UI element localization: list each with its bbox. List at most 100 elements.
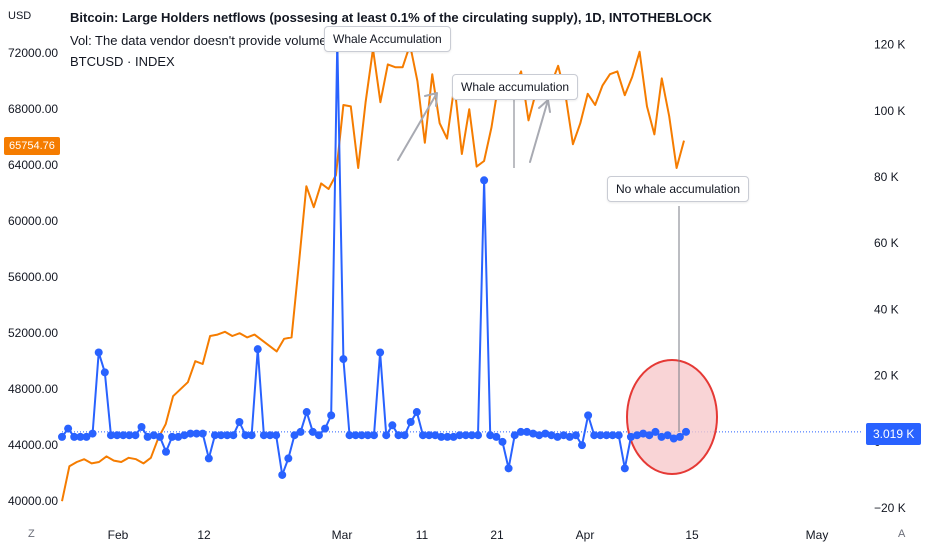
netflow-point xyxy=(284,454,293,463)
right-tick-label: 60 K xyxy=(874,236,899,250)
left-tick-label: 40000.00 xyxy=(8,494,58,508)
netflow-point xyxy=(204,454,213,463)
netflow-point xyxy=(657,432,666,441)
x-tick-label: Apr xyxy=(576,528,595,542)
netflow-point xyxy=(345,431,354,440)
x-tick-label: May xyxy=(806,528,829,542)
netflow-point xyxy=(541,429,550,438)
netflow-point xyxy=(431,431,440,440)
left-tick-label: 52000.00 xyxy=(8,326,58,340)
netflow-point xyxy=(296,427,305,436)
netflow-point xyxy=(455,431,464,440)
netflow-point xyxy=(168,432,177,441)
netflow-point xyxy=(608,431,617,440)
netflow-point xyxy=(198,429,207,438)
netflow-point xyxy=(614,431,623,440)
netflow-point xyxy=(394,431,403,440)
netflow-point xyxy=(388,421,397,430)
netflow-point xyxy=(290,431,299,440)
netflow-point xyxy=(480,176,489,185)
netflow-point xyxy=(406,417,415,426)
netflow-point xyxy=(137,422,146,431)
x-tick-label: 11 xyxy=(416,528,429,542)
right-tick-label: 20 K xyxy=(874,369,899,383)
netflow-point xyxy=(645,431,654,440)
callout-whale-accumulation-1[interactable]: Whale Accumulation xyxy=(324,26,451,52)
callout-no-whale-accumulation[interactable]: No whale accumulation xyxy=(607,176,750,202)
netflow-point xyxy=(602,431,611,440)
netflow-point xyxy=(492,432,501,441)
callout-whale-accumulation-2[interactable]: Whale accumulation xyxy=(452,74,579,100)
left-tick-label: 48000.00 xyxy=(8,382,58,396)
netflow-point xyxy=(174,432,183,441)
netflow-point xyxy=(308,427,317,436)
right-tick-label: 120 K xyxy=(874,38,905,52)
netflow-point xyxy=(535,431,544,440)
netflow-line xyxy=(61,40,687,476)
x-tick-label: Mar xyxy=(332,528,353,542)
right-tick-label: 40 K xyxy=(874,302,899,316)
netflow-point xyxy=(217,431,226,440)
auto-scale-button[interactable]: A xyxy=(898,528,906,540)
netflow-point xyxy=(529,429,538,438)
netflow-point xyxy=(425,431,434,440)
chart-title: Bitcoin: Large Holders netflows (possesi… xyxy=(70,10,712,25)
netflow-point xyxy=(88,429,97,438)
netflow-point xyxy=(382,431,391,440)
netflow-badge: 3.019 K xyxy=(866,423,922,445)
left-tick-label: 56000.00 xyxy=(8,270,58,284)
netflow-point xyxy=(590,431,599,440)
x-tick-label: 21 xyxy=(490,528,504,542)
netflow-point xyxy=(443,432,452,441)
netflow-point xyxy=(418,431,427,440)
netflow-point xyxy=(94,348,103,357)
highlight-circle xyxy=(626,359,718,475)
netflow-point xyxy=(565,432,574,441)
netflow-point xyxy=(363,431,372,440)
netflow-point xyxy=(663,431,672,440)
netflow-point xyxy=(351,431,360,440)
netflow-point xyxy=(522,427,531,436)
netflow-point xyxy=(682,427,690,436)
netflow-point xyxy=(510,431,519,440)
netflow-point xyxy=(235,417,244,426)
netflow-point xyxy=(278,470,287,479)
left-tick-label: 68000.00 xyxy=(8,102,58,116)
netflow-point xyxy=(553,432,562,441)
timezone-button[interactable]: Z xyxy=(28,528,35,540)
netflow-point xyxy=(376,348,385,357)
netflow-point xyxy=(162,447,170,456)
netflow-point xyxy=(327,411,336,420)
netflow-point xyxy=(651,427,660,436)
netflow-point xyxy=(241,431,250,440)
netflow-point xyxy=(180,431,189,440)
netflow-point xyxy=(370,431,378,440)
netflow-point xyxy=(76,432,85,441)
left-axis-unit[interactable]: USD xyxy=(8,10,32,22)
left-tick-label: 64000.00 xyxy=(8,158,58,172)
netflow-point xyxy=(633,431,642,440)
symbol-label: BTCUSD · INDEX xyxy=(70,54,175,69)
price-badge: 65754.76 xyxy=(4,137,60,155)
netflow-point xyxy=(412,408,421,417)
netflow-point xyxy=(155,432,164,441)
arrow-icon xyxy=(529,99,551,163)
x-tick-label: Feb xyxy=(108,528,129,542)
netflow-point xyxy=(125,431,134,440)
netflow-point xyxy=(314,431,323,440)
right-tick-label: 100 K xyxy=(874,104,905,118)
netflow-point xyxy=(210,431,219,440)
netflow-point xyxy=(186,429,195,438)
netflow-point xyxy=(357,431,366,440)
netflow-point xyxy=(486,431,495,440)
netflow-point xyxy=(149,431,158,440)
netflow-point xyxy=(302,408,311,417)
netflow-point xyxy=(131,431,140,440)
netflow-point xyxy=(571,431,580,440)
netflow-point xyxy=(467,431,476,440)
netflow-point xyxy=(106,431,115,440)
right-tick-label: 80 K xyxy=(874,170,899,184)
netflow-point xyxy=(143,432,152,441)
netflow-point xyxy=(449,432,458,441)
